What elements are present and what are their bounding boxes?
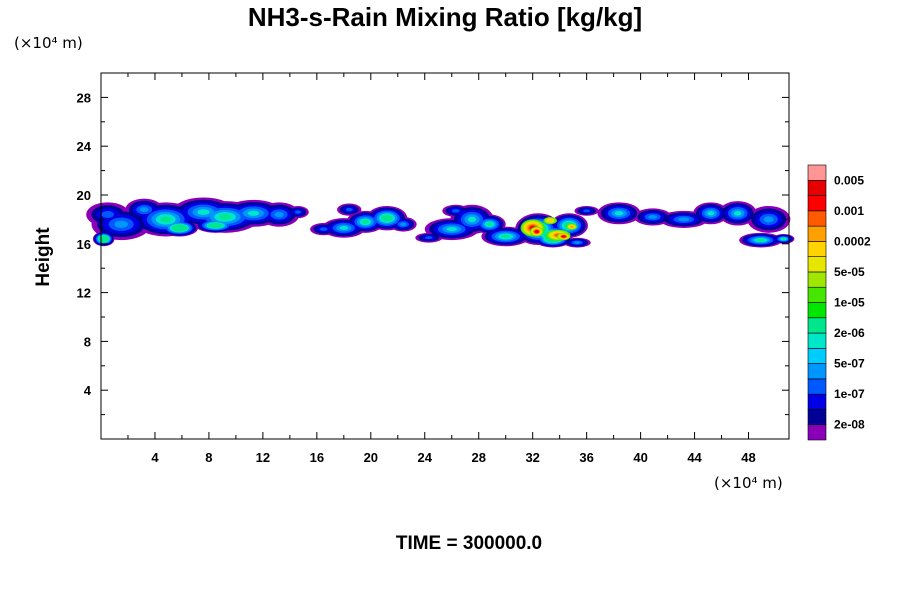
y-tick-label: 16: [77, 237, 91, 252]
x-tick-label: 32: [525, 450, 539, 465]
contour-blob: [648, 214, 658, 219]
colorbar-label: 0.0002: [834, 234, 871, 248]
colorbar-swatch: [807, 378, 827, 395]
x-tick-label: 12: [256, 450, 270, 465]
y-tick-label: 12: [77, 286, 91, 301]
contour-blob: [98, 235, 109, 243]
colorbar-swatch: [807, 302, 827, 319]
contour-blob: [486, 222, 493, 226]
contour-blob: [171, 224, 188, 232]
contour-blob: [274, 211, 284, 218]
contour-blob: [101, 211, 114, 219]
x-tick-label: 4: [151, 450, 159, 465]
contour-blob: [197, 209, 210, 215]
contour-core-blob: [562, 235, 566, 238]
colorbar-swatch: [807, 241, 827, 257]
colorbar: 0.005 0.001 0.0002 5e-05 1e-05 2e-06 5e-07 1e-0…: [807, 164, 871, 441]
plot-frame: [100, 72, 790, 440]
colorbar-swatch: [807, 363, 827, 380]
colorbar-label: 0.005: [834, 173, 864, 187]
y-tick-label: 20: [77, 188, 91, 203]
y-axis-label: Height: [33, 227, 54, 287]
contour-blob: [763, 216, 774, 223]
colorbar-swatch: [807, 424, 827, 441]
x-tick-label: 48: [741, 450, 755, 465]
contour-blob: [381, 214, 393, 222]
x-tick-label: 44: [687, 450, 702, 465]
contour-blob: [757, 238, 765, 242]
chart-title: NH3-s-Rain Mixing Ratio [kg/kg]: [248, 2, 642, 32]
time-label: TIME = 300000.0: [396, 533, 542, 554]
colorbar-label: 1e-07: [834, 387, 865, 401]
contour-blob: [114, 220, 129, 228]
contour-blob: [160, 216, 172, 223]
contour-blob: [467, 216, 477, 223]
contour-blob: [734, 210, 742, 216]
contour-blob: [707, 211, 715, 216]
contour-blob: [362, 220, 369, 224]
colorbar-swatch: [807, 332, 827, 349]
contour-blob: [339, 226, 349, 230]
contour-blob: [247, 210, 260, 216]
x-tick-label: 36: [579, 450, 593, 465]
contour-blob: [345, 207, 353, 212]
colorbar-label: 5e-05: [834, 265, 865, 279]
colorbar-swatch: [807, 256, 827, 273]
contour-core-blob: [535, 230, 539, 233]
contour-blob: [614, 211, 624, 216]
contour-blob: [446, 227, 457, 232]
x-axis-unit: (×10⁴ m): [714, 474, 783, 492]
colorbar-label: 2e-06: [834, 326, 865, 340]
colorbar-label: 2e-08: [834, 418, 865, 432]
x-tick-label: 16: [310, 450, 324, 465]
colorbar-label: 5e-07: [834, 357, 865, 371]
contour-blob: [583, 209, 591, 213]
contour-blob: [294, 210, 302, 214]
colorbar-label: 1e-05: [834, 296, 865, 310]
contour-blob: [424, 236, 433, 240]
contour-core-blob: [547, 219, 553, 223]
mixing-ratio-contours: [86, 197, 795, 248]
x-tick-label: 24: [418, 450, 433, 465]
colorbar-swatch: [807, 317, 827, 334]
y-axis-unit: (×10⁴ m): [14, 34, 83, 52]
contour-blob: [781, 238, 786, 240]
x-tick-label: 8: [205, 450, 212, 465]
colorbar-swatch: [807, 409, 827, 426]
y-tick-label: 24: [77, 139, 92, 154]
colorbar-swatch: [807, 195, 827, 212]
contour-core-blob: [570, 225, 574, 228]
colorbar-swatch: [807, 225, 827, 242]
colorbar-swatch: [807, 210, 827, 227]
x-tick-label: 20: [364, 450, 378, 465]
contour-blob: [208, 222, 223, 229]
contour-blob: [319, 227, 328, 231]
contour-blob: [219, 214, 231, 220]
y-tick-label: 8: [84, 334, 91, 349]
colorbar-swatch: [807, 393, 827, 410]
contour-core: [520, 216, 578, 241]
colorbar-swatch: [807, 348, 827, 364]
contour-blob: [139, 207, 149, 213]
x-tick-label: 28: [471, 450, 485, 465]
contour-blob: [574, 241, 581, 244]
y-tick-label: 28: [77, 90, 91, 105]
x-tick-label: 40: [633, 450, 647, 465]
colorbar-swatch: [807, 164, 827, 181]
contour-blob: [400, 222, 407, 226]
colorbar-swatch: [807, 179, 827, 196]
colorbar-swatch: [807, 286, 827, 303]
contour-blob: [678, 217, 690, 222]
y-tick-label: 4: [84, 383, 92, 398]
colorbar-label: 0.001: [834, 204, 864, 218]
contour-blob: [501, 234, 510, 239]
colorbar-swatch: [807, 271, 827, 288]
contour-blob: [451, 209, 460, 213]
